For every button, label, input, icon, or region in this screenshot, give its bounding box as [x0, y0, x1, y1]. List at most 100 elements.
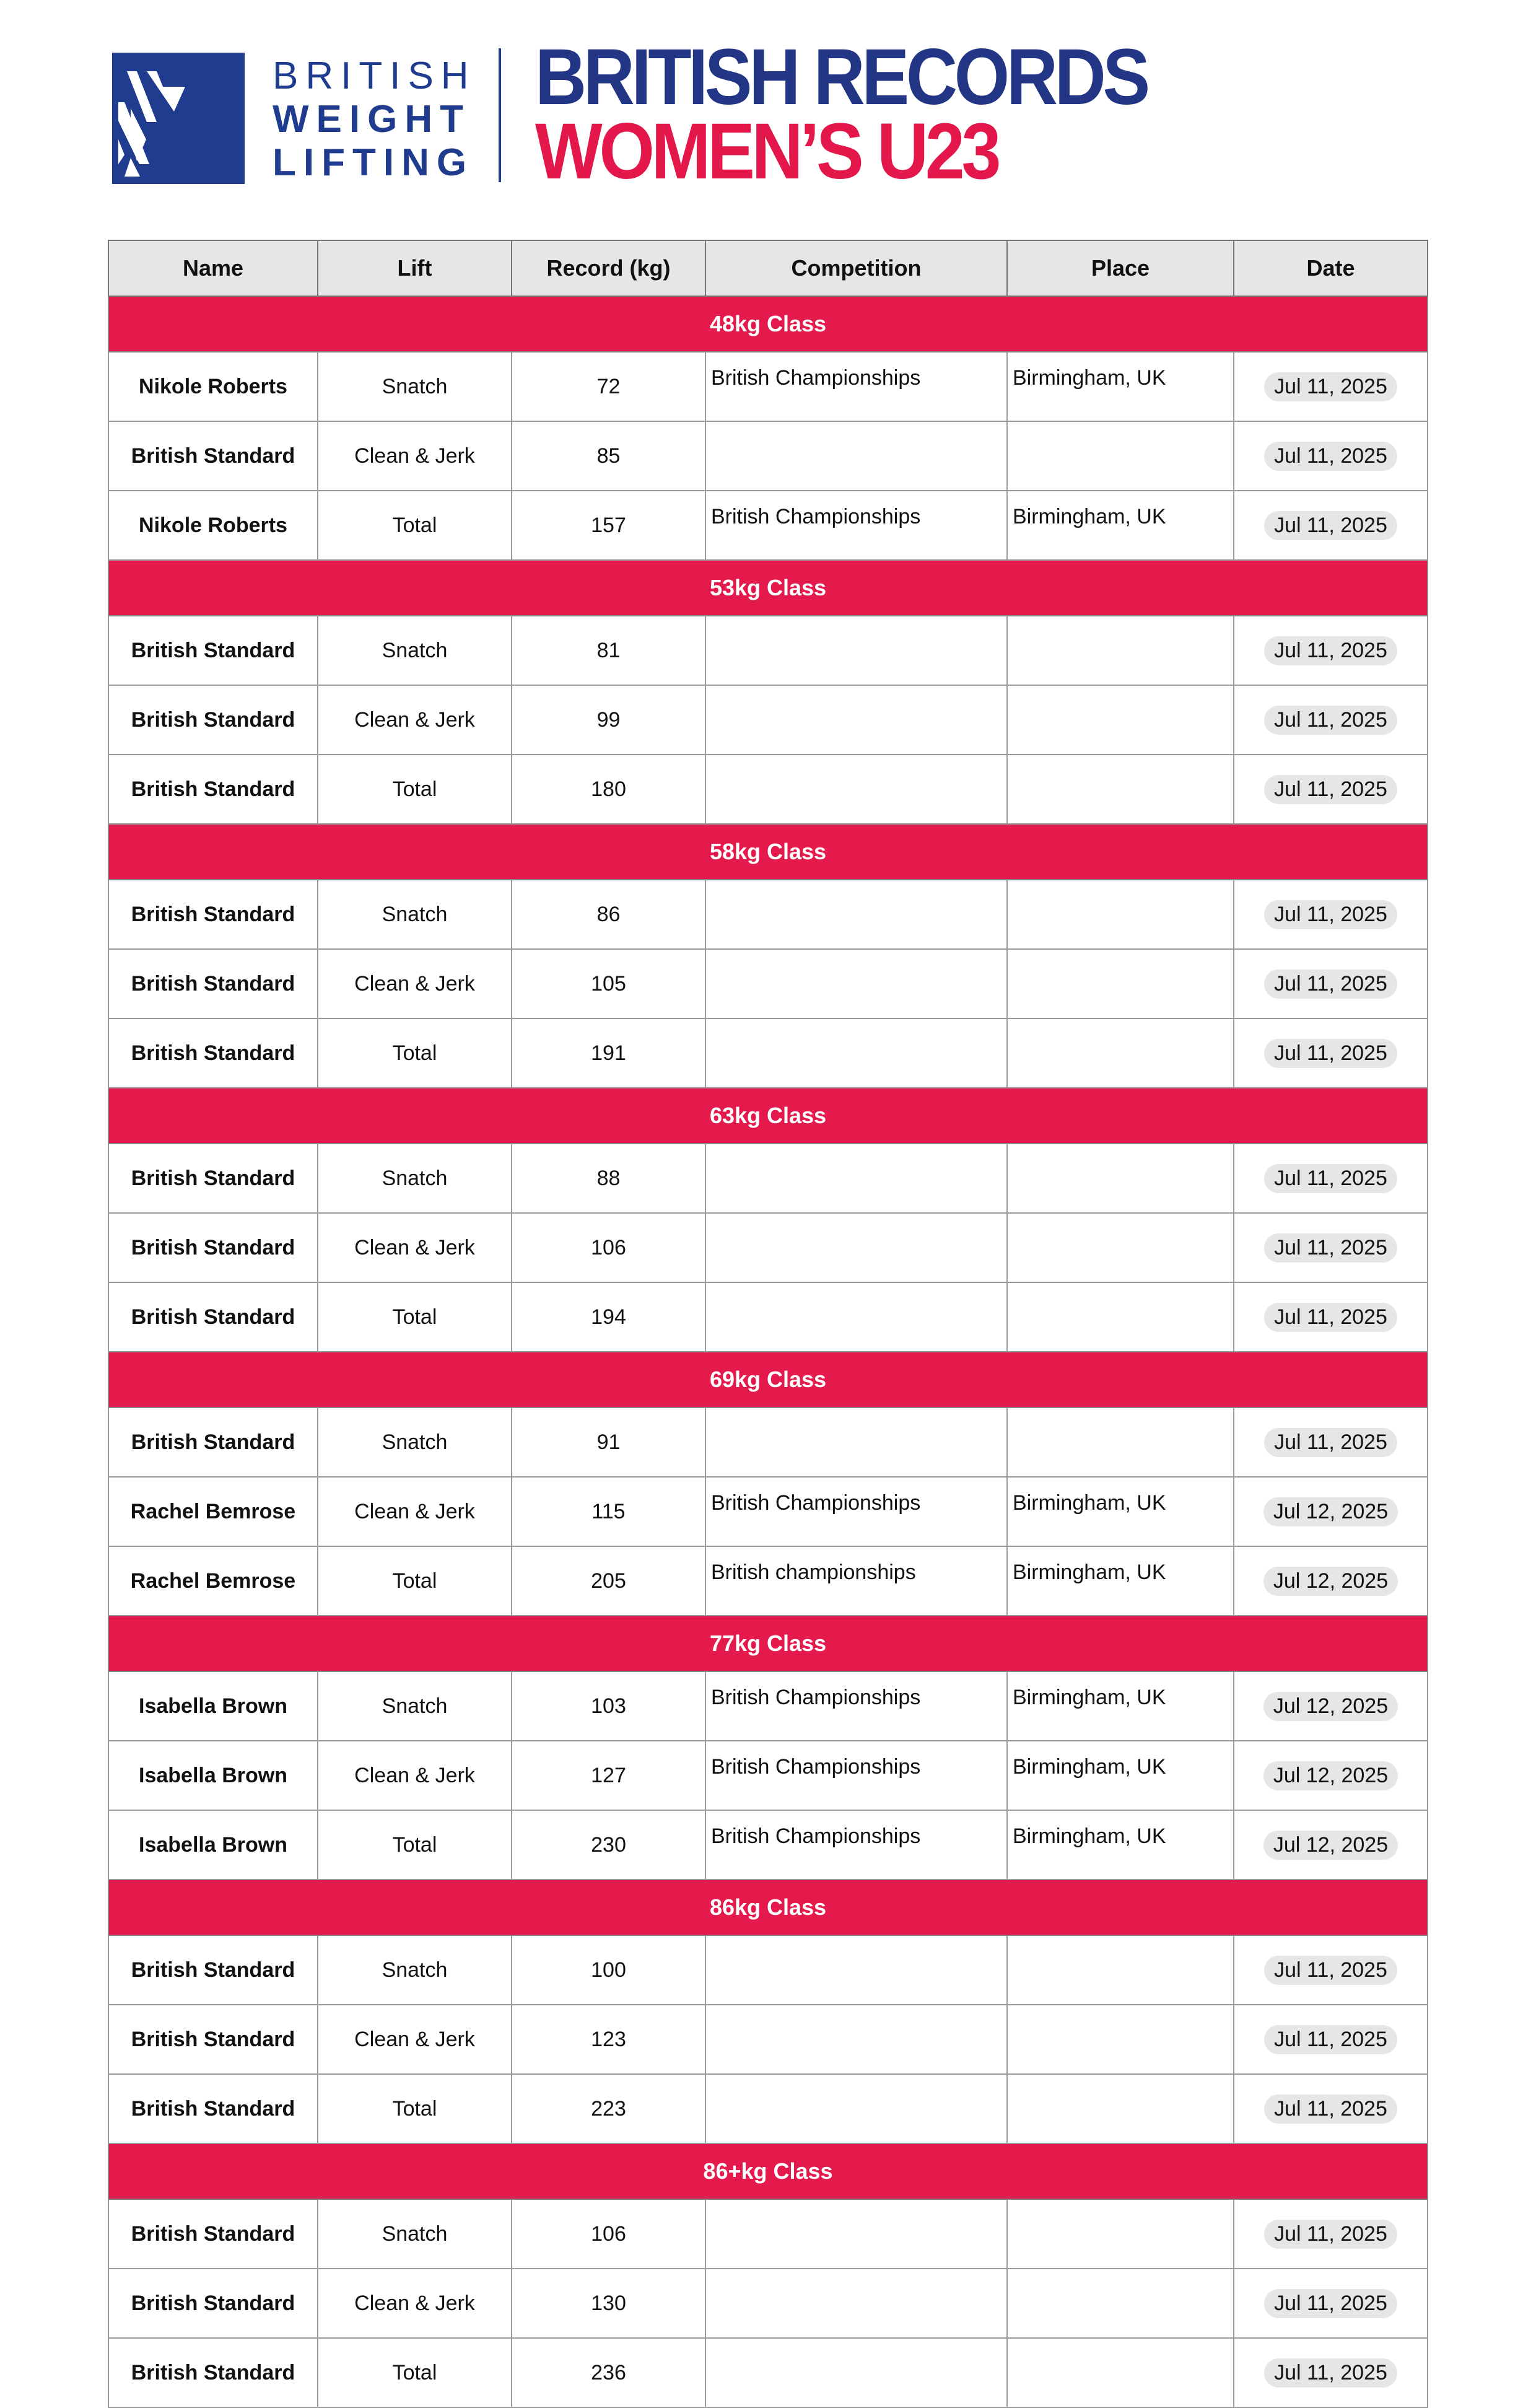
- cell-date: Jul 11, 2025: [1233, 2073, 1428, 2144]
- logo-line: WEIGHT: [273, 98, 471, 141]
- cell-lift: Snatch: [317, 1407, 512, 1478]
- weight-class-row: 86kg Class: [108, 1879, 1428, 1936]
- cell-date: Jul 11, 2025: [1233, 754, 1428, 825]
- weight-class-label: 86kg Class: [108, 1879, 1428, 1936]
- cell-date: Jul 11, 2025: [1233, 685, 1428, 755]
- cell-name: British Standard: [108, 421, 318, 491]
- table-row: British Standard Clean & Jerk 123 Jul 11, 2…: [108, 2004, 1428, 2075]
- records-table: Name Lift Record (kg) Competition Place Date …: [108, 240, 1428, 2408]
- cell-date: Jul 11, 2025: [1233, 615, 1428, 686]
- cell-competition: [705, 2337, 1008, 2408]
- cell-record: 100: [511, 1935, 706, 2005]
- cell-record: 85: [511, 421, 706, 491]
- cell-record: 103: [511, 1671, 706, 1741]
- cell-record: 123: [511, 2004, 706, 2075]
- cell-date: Jul 11, 2025: [1233, 2268, 1428, 2339]
- cell-date: Jul 11, 2025: [1233, 490, 1428, 561]
- cell-date: Jul 11, 2025: [1233, 1212, 1428, 1283]
- cell-competition: [705, 1212, 1008, 1283]
- cell-lift: Clean & Jerk: [317, 1212, 512, 1283]
- cell-record: 99: [511, 685, 706, 755]
- cell-record: 86: [511, 879, 706, 950]
- cell-name: British Standard: [108, 2073, 318, 2144]
- cell-record: 127: [511, 1740, 706, 1811]
- cell-record: 115: [511, 1476, 706, 1547]
- date-badge: Jul 11, 2025: [1264, 705, 1397, 735]
- column-header-competition: Competition: [705, 240, 1008, 297]
- cell-competition: [705, 685, 1008, 755]
- cell-competition: British Championships: [705, 1810, 1008, 1880]
- cell-place: [1006, 2337, 1234, 2408]
- cell-record: 236: [511, 2337, 706, 2408]
- cell-place: [1006, 1018, 1234, 1088]
- column-header-record: Record (kg): [511, 240, 706, 297]
- cell-name: British Standard: [108, 1935, 318, 2005]
- cell-place: Birmingham, UK: [1006, 1476, 1234, 1547]
- table-row: British Standard Total 191 Jul 11, 2025: [108, 1018, 1428, 1088]
- date-badge: Jul 11, 2025: [1264, 1163, 1397, 1193]
- weight-class-label: 48kg Class: [108, 296, 1428, 352]
- cell-place: Birmingham, UK: [1006, 490, 1234, 561]
- cell-place: [1006, 1212, 1234, 1283]
- table-row: Rachel Bemrose Clean & Jerk 115 British Cha…: [108, 1476, 1428, 1547]
- cell-name: Isabella Brown: [108, 1810, 318, 1880]
- cell-name: Rachel Bemrose: [108, 1476, 318, 1547]
- cell-lift: Clean & Jerk: [317, 2268, 512, 2339]
- cell-name: Isabella Brown: [108, 1671, 318, 1741]
- cell-name: British Standard: [108, 1018, 318, 1088]
- cell-place: Birmingham, UK: [1006, 1546, 1234, 1616]
- cell-name: Nikole Roberts: [108, 490, 318, 561]
- cell-lift: Clean & Jerk: [317, 948, 512, 1019]
- table-row: British Standard Snatch 81 Jul 11, 2025: [108, 615, 1428, 686]
- cell-place: Birmingham, UK: [1006, 351, 1234, 422]
- table-row: British Standard Clean & Jerk 105 Jul 11, 2…: [108, 948, 1428, 1019]
- cell-place: [1006, 948, 1234, 1019]
- cell-date: Jul 11, 2025: [1233, 948, 1428, 1019]
- cell-lift: Snatch: [317, 1935, 512, 2005]
- cell-lift: Total: [317, 490, 512, 561]
- page-title: BRITISH RECORDS: [535, 33, 1150, 121]
- date-badge: Jul 11, 2025: [1264, 1038, 1397, 1068]
- table-row: British Standard Snatch 100 Jul 11, 2025: [108, 1935, 1428, 2005]
- date-badge: Jul 12, 2025: [1263, 1830, 1399, 1860]
- cell-record: 72: [511, 351, 706, 422]
- cell-date: Jul 11, 2025: [1233, 2337, 1428, 2408]
- cell-competition: [705, 1935, 1008, 2005]
- cell-lift: Clean & Jerk: [317, 421, 512, 491]
- cell-competition: [705, 2268, 1008, 2339]
- cell-date: Jul 12, 2025: [1233, 1476, 1428, 1547]
- weight-class-row: 53kg Class: [108, 559, 1428, 616]
- table-row: British Standard Snatch 91 Jul 11, 2025: [108, 1407, 1428, 1478]
- cell-competition: [705, 879, 1008, 950]
- logo-wordmark: BRITISH WEIGHT LIFTING: [273, 55, 483, 185]
- cell-lift: Total: [317, 2073, 512, 2144]
- cell-name: British Standard: [108, 1282, 318, 1352]
- cell-name: British Standard: [108, 948, 318, 1019]
- date-badge: Jul 11, 2025: [1264, 774, 1397, 804]
- column-header-date: Date: [1233, 240, 1428, 297]
- cell-competition: [705, 2199, 1008, 2269]
- cell-place: [1006, 615, 1234, 686]
- cell-place: [1006, 1935, 1234, 2005]
- weight-class-label: 53kg Class: [108, 559, 1428, 616]
- weight-class-row: 48kg Class: [108, 296, 1428, 352]
- cell-competition: British Championships: [705, 490, 1008, 561]
- table-row: Isabella Brown Total 230 British Championsh…: [108, 1810, 1428, 1880]
- cell-date: Jul 12, 2025: [1233, 1810, 1428, 1880]
- date-badge: Jul 11, 2025: [1264, 2288, 1397, 2318]
- table-row: British Standard Clean & Jerk 85 Jul 11, 20…: [108, 421, 1428, 491]
- cell-lift: Snatch: [317, 1143, 512, 1214]
- date-badge: Jul 11, 2025: [1264, 441, 1397, 471]
- cell-date: Jul 11, 2025: [1233, 1935, 1428, 2005]
- table-row: Isabella Brown Clean & Jerk 127 British Cha…: [108, 1740, 1428, 1811]
- cell-place: [1006, 685, 1234, 755]
- header-divider: [499, 48, 501, 182]
- logo-line: BRITISH: [273, 55, 476, 97]
- cell-name: British Standard: [108, 1212, 318, 1283]
- date-badge: Jul 11, 2025: [1264, 2025, 1397, 2054]
- cell-place: [1006, 2268, 1234, 2339]
- cell-date: Jul 12, 2025: [1233, 1671, 1428, 1741]
- date-badge: Jul 11, 2025: [1264, 2219, 1397, 2249]
- weight-class-label: 58kg Class: [108, 823, 1428, 880]
- cell-date: Jul 11, 2025: [1233, 421, 1428, 491]
